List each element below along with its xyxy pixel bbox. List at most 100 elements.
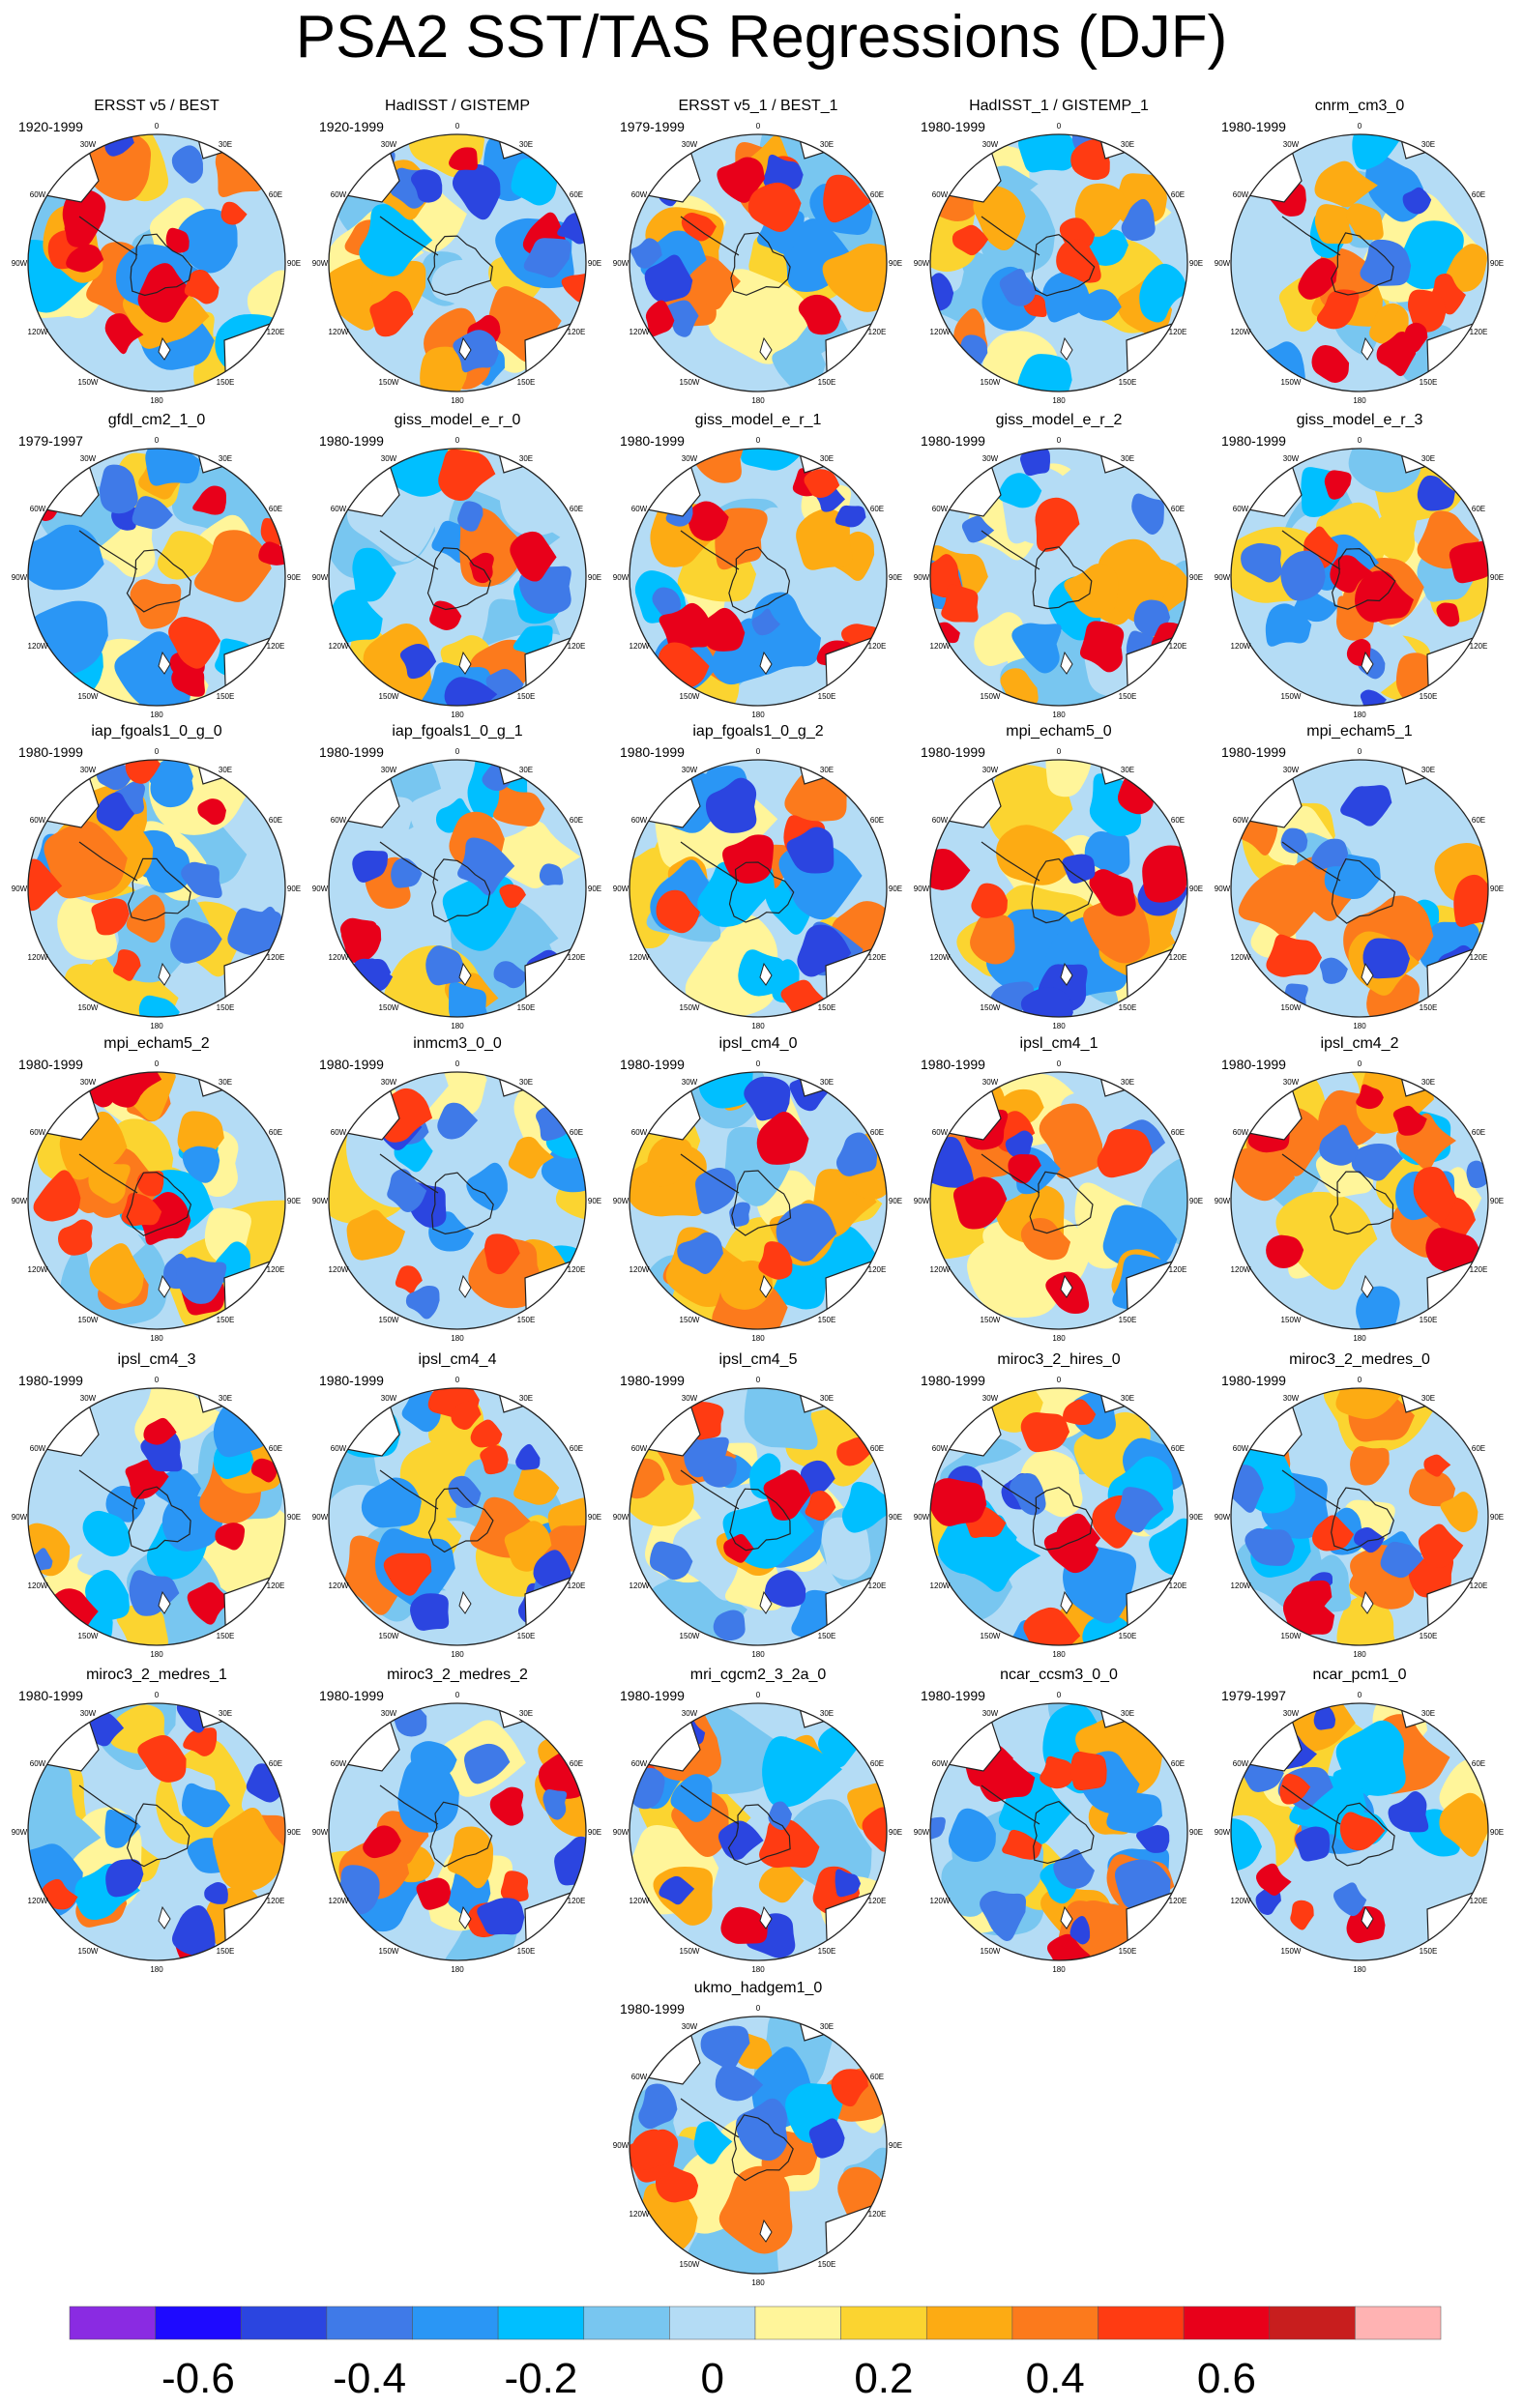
longitude-label: 0	[455, 436, 460, 445]
longitude-label: 120W	[630, 1265, 650, 1274]
longitude-label: 150E	[1420, 378, 1438, 387]
panel-title: ERSST v5 / BEST	[94, 98, 220, 114]
longitude-label: 60E	[1472, 1128, 1485, 1137]
longitude-label: 120E	[1470, 1581, 1488, 1590]
longitude-label: 180	[751, 2278, 765, 2287]
longitude-label: 30W	[1283, 140, 1300, 149]
longitude-label: 90E	[889, 2141, 902, 2150]
longitude-label: 150E	[217, 1003, 235, 1012]
new-zealand-land	[1361, 336, 1374, 361]
antarctica-coastline	[1331, 232, 1394, 296]
regression-field	[329, 134, 586, 392]
longitude-label: 150E	[517, 1947, 536, 1956]
map-boundary	[328, 133, 587, 392]
longitude-label: 30W	[682, 1394, 698, 1403]
longitude-label: 120W	[630, 642, 650, 651]
longitude-label: 120E	[1169, 953, 1187, 962]
longitude-label: 150W	[78, 692, 99, 701]
antarctic-peninsula	[981, 841, 1040, 882]
map-boundary	[27, 133, 286, 392]
regression-field	[630, 1703, 887, 1960]
antarctica-coastline	[126, 549, 192, 613]
map-boundary	[1230, 448, 1489, 707]
antarctic-peninsula	[1281, 1469, 1341, 1510]
antarctica-coastline	[1331, 1487, 1394, 1552]
longitude-label: 180	[1353, 396, 1366, 405]
map-boundary	[929, 1702, 1188, 1961]
antarctica-coastline	[728, 861, 795, 923]
antarctic-peninsula	[680, 530, 740, 570]
longitude-label: 120E	[868, 328, 887, 336]
longitude-label: 30E	[1121, 140, 1134, 149]
longitude-label: 120E	[267, 1265, 285, 1274]
antarctica-coastline	[1031, 234, 1096, 297]
regression-field	[630, 760, 887, 1017]
longitude-label: 0	[1057, 122, 1062, 131]
panel-title: ipsl_cm4_5	[719, 1351, 798, 1368]
longitude-label: 60E	[570, 1444, 583, 1453]
longitude-label: 30W	[982, 766, 999, 774]
longitude-label: 0	[1358, 1059, 1362, 1068]
longitude-label: 150W	[1281, 692, 1302, 701]
panel-title: ipsl_cm4_1	[1020, 1035, 1098, 1052]
antarctica-coastline	[730, 231, 791, 296]
antarctica-coastline	[731, 2114, 794, 2182]
longitude-label: 90W	[613, 1828, 630, 1837]
longitude-label: 120E	[267, 642, 285, 651]
panel-period: 1980-1999	[18, 1373, 83, 1388]
longitude-label: 30E	[1121, 1394, 1134, 1403]
new-zealand-land	[458, 962, 472, 986]
panel-period: 1980-1999	[319, 744, 384, 760]
map-boundary	[27, 448, 286, 707]
longitude-label: 60E	[570, 1759, 583, 1768]
longitude-label: 120E	[267, 1897, 285, 1905]
longitude-label: 120W	[329, 1265, 349, 1274]
regression-field	[930, 134, 1187, 392]
longitude-label: 180	[451, 1334, 464, 1343]
longitude-label: 30E	[519, 766, 533, 774]
longitude-label: 0	[1057, 1376, 1062, 1384]
new-zealand-land	[1361, 1905, 1374, 1929]
new-zealand-land	[1361, 1590, 1374, 1614]
panel-title: ipsl_cm4_0	[719, 1035, 798, 1052]
longitude-label: 90W	[1215, 1513, 1231, 1522]
longitude-label: 30W	[982, 454, 999, 463]
longitude-label: 150E	[818, 692, 836, 701]
longitude-label: 60W	[932, 1444, 949, 1453]
panel-title: cnrm_cm3_0	[1315, 98, 1405, 114]
antarctic-peninsula	[1281, 1784, 1341, 1825]
antarctic-peninsula	[78, 1784, 138, 1825]
map-panel: gfdl_cm2_1_0 1979-1997 0 30E 60E 90E 120E 150E 1…	[12, 412, 301, 719]
antarctica-coastline	[727, 1804, 791, 1866]
regression-field	[630, 134, 887, 392]
new-zealand-land	[158, 962, 171, 986]
longitude-label: 120E	[568, 1581, 586, 1590]
longitude-label: 150W	[680, 1632, 700, 1640]
longitude-label: 120E	[1169, 1265, 1187, 1274]
longitude-label: 150E	[217, 692, 235, 701]
panel-title: miroc3_2_hires_0	[997, 1351, 1120, 1368]
longitude-label: 90E	[588, 1197, 601, 1205]
longitude-label: 0	[756, 436, 761, 445]
colorbar-bin	[926, 2306, 1013, 2340]
regression-field	[930, 1388, 1187, 1645]
map-panel: ipsl_cm4_4 1980-1999 0 30E 60E 90E 120E 150E 180…	[312, 1351, 601, 1659]
antarctic-peninsula	[379, 841, 439, 882]
longitude-label: 120W	[28, 1897, 48, 1905]
longitude-label: 150W	[680, 1003, 700, 1012]
antarctica-coastline	[1331, 858, 1396, 924]
antarctica-coastline	[1032, 546, 1093, 610]
longitude-label: 60W	[932, 190, 949, 199]
longitude-label: 60W	[1233, 190, 1249, 199]
longitude-label: 180	[1052, 711, 1066, 719]
longitude-label: 120E	[868, 1265, 887, 1274]
longitude-label: 90W	[613, 573, 630, 582]
panel-period: 1980-1999	[18, 744, 83, 760]
new-zealand-land	[158, 1590, 171, 1614]
longitude-label: 150E	[818, 1316, 836, 1324]
longitude-label: 180	[751, 1022, 765, 1030]
longitude-label: 180	[451, 711, 464, 719]
longitude-label: 90E	[287, 1513, 301, 1522]
longitude-label: 120W	[28, 642, 48, 651]
